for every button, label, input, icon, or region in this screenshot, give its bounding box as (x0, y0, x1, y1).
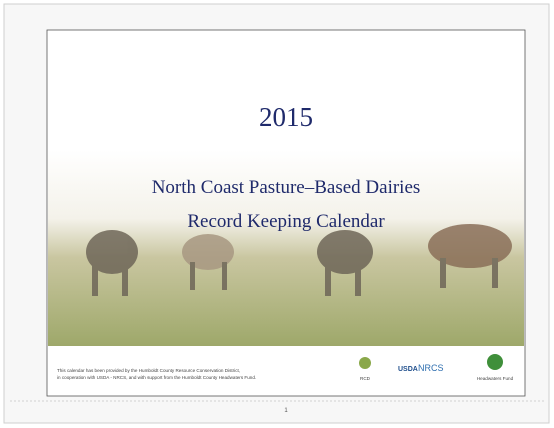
credit-text: in cooperation with USDA - NRCS, and wit… (57, 375, 256, 380)
cover-year: 2015 (259, 102, 313, 132)
document-view: 2015 North Coast Pasture–Based Dairies R… (0, 0, 554, 428)
logo-icon (359, 357, 371, 369)
cover-title: North Coast Pasture–Based Dairies (152, 177, 421, 198)
logo: USDA (398, 366, 418, 373)
logo: RCD (360, 376, 371, 381)
logo-icon (487, 354, 503, 370)
credit-text: This calendar has been provided by the H… (57, 368, 240, 373)
page: 2015 North Coast Pasture–Based Dairies R… (0, 0, 554, 428)
logo: Headwaters Fund (477, 376, 514, 381)
cover-title: Record Keeping Calendar (187, 211, 385, 232)
logo: NRCS (418, 363, 444, 373)
